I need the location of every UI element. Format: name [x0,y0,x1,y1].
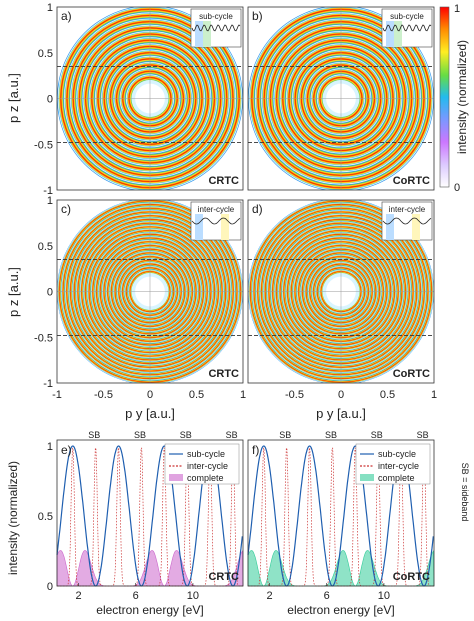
y-tick-label: -0.5 [34,139,53,151]
panel-label: CoRTC [393,571,430,583]
panel-label: CoRTC [393,175,430,187]
x-tick-label: 10 [187,590,199,602]
y-tick-label: 0 [47,581,53,593]
x-tick-label: -0.5 [285,389,304,401]
panel-frame [56,199,244,384]
bottom-xlabel-right: electron energy [eV] [287,603,394,617]
colorbar-tick-top: 1 [454,3,460,15]
top-xlabel-right: p y [a.u.] [316,406,366,421]
x-tick-label: 2 [75,590,81,602]
x-tick-label: 0.5 [380,389,395,401]
top-tick-labels: -1-0.500.51-1-0.500.51-1 -0.5 0 0.5 1 -0.5 0 0.… [34,2,437,401]
colorbar-label: intensity (normalized) [455,40,469,154]
legend-label: inter-cycle [187,461,228,471]
y-tick-label: 0.5 [38,48,53,60]
panel-f: SB SB SB SB 2 6 10 f) CoRTC sub-cycle inter-cycle c… [247,430,435,602]
legend-swatch [169,474,183,481]
panel-letter: b) [252,9,263,23]
heatmap-frames: a) CRTC sub-cycle b) CoRTC sub-cycle c) CRTC int… [56,6,435,384]
x-tick-label: 0 [147,389,153,401]
x-tick-label: 10 [378,590,390,602]
colorbar [439,6,450,188]
panel-e: SB SB SB SB 2 6 10 0 0.5 1 e) CRTC sub-cycle inter-cy… [38,430,244,602]
legend-label: complete [187,473,224,483]
sb-label: SB [371,430,383,440]
panel-letter: f) [252,443,259,457]
inset-band-green [394,21,402,47]
y-tick-label: 1 [47,2,53,14]
inset-band-blue [195,214,203,240]
panel-letter: c) [61,202,71,216]
panel-letter: a) [61,9,72,23]
y-tick-label: 0 [47,94,53,106]
inset-band-yellow [412,214,420,240]
panel-letter: d) [252,202,263,216]
sb-note: SB = sideband [460,463,470,522]
legend-label: complete [378,473,415,483]
inset-wave [382,217,432,225]
panel-frame [247,199,435,384]
inset-label: sub-cycle [199,12,233,21]
x-tick-label: 2 [266,590,272,602]
plot-frame [247,439,435,587]
sb-label: SB [88,430,100,440]
inset-label: sub-cycle [390,12,424,21]
top-xlabel-left: p y [a.u.] [125,406,175,421]
inset-wave [191,24,241,32]
y-tick-label: 0.5 [38,241,53,253]
legend-label: inter-cycle [378,461,419,471]
colorbar-tick-bottom: 0 [454,182,460,194]
inset-band-blue [386,214,394,240]
inset-band-green [203,21,211,47]
x-tick-label: -1 [52,389,62,401]
inset-band-blue [386,21,394,47]
x-tick-label: 6 [133,590,139,602]
panel-label: CRTC [208,175,239,187]
inset-band-blue [195,21,203,47]
panel-label: CRTC [208,571,239,583]
inset-label: inter-cycle [389,205,426,214]
legend-swatch [360,474,374,481]
y-tick-label: 0.5 [38,511,53,523]
sb-label: SB [279,430,291,440]
y-tick-label: 1 [47,195,53,207]
x-tick-label: 1 [431,389,437,401]
panel-letter: e) [61,443,72,457]
top-ylabel-upper: p z [a.u.] [6,73,21,123]
x-tick-label: 0 [338,389,344,401]
x-tick-label: 1 [240,389,246,401]
inset-wave [382,24,432,32]
panel-label: CoRTC [393,368,430,380]
inset-wave [191,217,241,225]
y-tick-label: 1 [47,441,53,453]
legend-label: sub-cycle [187,449,225,459]
panel-label: CRTC [208,368,239,380]
top-ylabel-lower: p z [a.u.] [6,267,21,317]
sb-label: SB [325,430,337,440]
x-tick-label: 0.5 [189,389,204,401]
x-tick-label: 6 [324,590,330,602]
y-tick-label: 0 [47,287,53,299]
legend-label: sub-cycle [378,449,416,459]
y-tick-label: -0.5 [34,332,53,344]
panel-c [57,200,243,383]
panel-frame [247,6,435,191]
sb-label: SB [134,430,146,440]
plot-frame [56,439,244,587]
y-tick-label: -1 [43,185,53,197]
panel-a [57,7,243,190]
bottom-ylabel: intensity (normalized) [6,461,20,575]
inset-band-yellow [221,214,229,240]
panel-b [248,7,434,190]
x-tick-label: -0.5 [94,389,113,401]
y-tick-label: -1 [43,378,53,390]
sb-label: SB [226,430,238,440]
sb-label: SB [417,430,429,440]
bottom-xlabel-left: electron energy [eV] [96,603,203,617]
panel-frame [56,6,244,191]
inset-label: inter-cycle [198,205,235,214]
sb-label: SB [180,430,192,440]
panel-d [248,200,434,383]
